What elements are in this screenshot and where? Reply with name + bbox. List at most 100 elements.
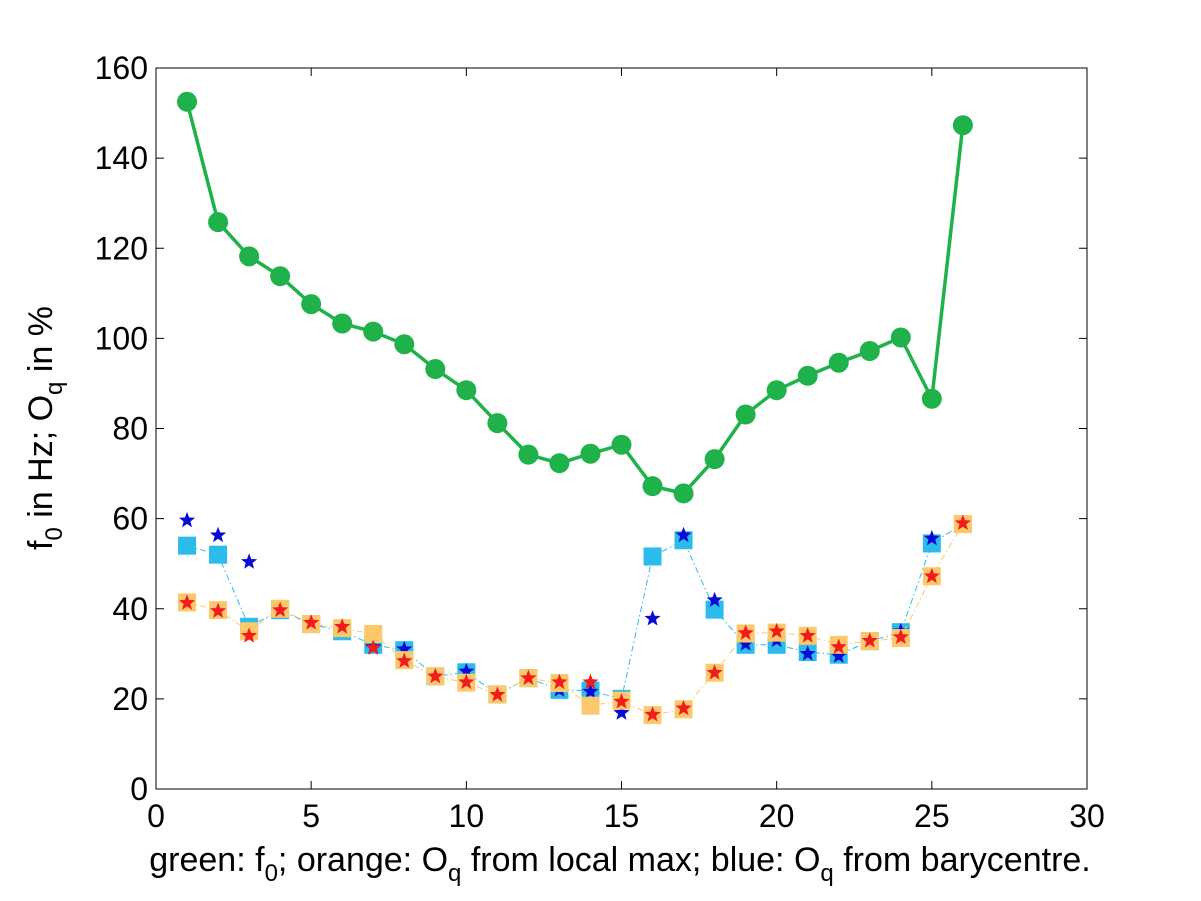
y-axis-title-subscript: 0 bbox=[41, 527, 68, 540]
x-axis-title-subscript: q bbox=[448, 860, 461, 887]
x-tick-label: 20 bbox=[759, 798, 795, 834]
data-point bbox=[177, 91, 198, 112]
y-tick-label: 140 bbox=[95, 140, 148, 176]
plot-area bbox=[155, 67, 1088, 790]
x-axis-title-subscript: q bbox=[820, 860, 833, 887]
data-point bbox=[737, 635, 754, 651]
data-point bbox=[706, 591, 723, 608]
data-point bbox=[705, 600, 724, 619]
data-point bbox=[241, 627, 258, 643]
data-point bbox=[456, 380, 477, 401]
data-point bbox=[239, 246, 260, 267]
x-tick-label: 25 bbox=[914, 798, 950, 834]
data-point bbox=[704, 449, 725, 470]
data-point bbox=[613, 704, 630, 720]
data-point bbox=[363, 321, 384, 342]
data-point bbox=[581, 696, 600, 715]
data-point bbox=[427, 667, 444, 684]
x-axis-title: green: f0; orange: Oq from local max; bl… bbox=[149, 841, 1091, 887]
data-point bbox=[706, 664, 723, 680]
data-point bbox=[890, 327, 911, 348]
data-point bbox=[861, 632, 878, 648]
data-point bbox=[675, 526, 692, 543]
x-axis-title-subscript: 0 bbox=[265, 860, 278, 887]
data-point bbox=[396, 652, 413, 668]
data-point bbox=[518, 444, 539, 465]
data-point bbox=[209, 545, 228, 564]
data-point bbox=[272, 601, 289, 617]
data-point bbox=[642, 476, 663, 497]
y-axis-title: f0 in Hz; Oq in % bbox=[22, 306, 68, 550]
y-tick-label: 100 bbox=[95, 320, 148, 356]
data-point bbox=[735, 404, 756, 425]
y-tick-label: 80 bbox=[112, 411, 148, 447]
data-point bbox=[830, 647, 847, 663]
data-point bbox=[209, 526, 227, 543]
x-axis-title-part: ; orange: O bbox=[278, 841, 448, 879]
y-axis-title-subscript: q bbox=[41, 382, 68, 395]
data-point bbox=[644, 706, 661, 722]
x-tick-label: 0 bbox=[147, 798, 165, 834]
data-point bbox=[892, 628, 909, 645]
y-axis-title-part: f bbox=[22, 540, 60, 550]
data-point bbox=[952, 115, 973, 136]
data-point bbox=[178, 511, 196, 528]
data-point bbox=[549, 453, 570, 474]
x-tick-label: 10 bbox=[449, 798, 485, 834]
data-point bbox=[365, 639, 382, 655]
y-tick-label: 60 bbox=[112, 501, 148, 537]
data-point bbox=[611, 434, 632, 455]
x-axis-title-part: green: f bbox=[149, 841, 265, 879]
data-point bbox=[828, 352, 849, 373]
data-point bbox=[396, 640, 413, 657]
data-point bbox=[489, 686, 506, 702]
data-point bbox=[673, 483, 694, 504]
data-point bbox=[241, 553, 258, 569]
data-point bbox=[209, 602, 227, 618]
data-point bbox=[458, 673, 475, 690]
data-point bbox=[923, 529, 940, 546]
y-axis-title-part: in Hz; O bbox=[22, 395, 60, 527]
data-point bbox=[301, 294, 322, 315]
data-point bbox=[551, 673, 568, 690]
data-point bbox=[178, 536, 197, 555]
data-point bbox=[208, 212, 229, 233]
data-point bbox=[458, 662, 475, 679]
data-point bbox=[859, 340, 880, 361]
x-axis-title-part: from local max; blue: O bbox=[461, 841, 820, 879]
x-tick-label: 30 bbox=[1069, 798, 1105, 834]
data-point bbox=[954, 514, 971, 531]
data-point bbox=[332, 313, 353, 334]
axis-ticks: 0 5 10 15 20 25 30 0 20 40 60 80 100 120 140 160 bbox=[95, 50, 1105, 834]
data-point bbox=[643, 547, 662, 566]
y-tick-label: 120 bbox=[95, 230, 148, 266]
y-tick-label: 20 bbox=[112, 681, 148, 717]
data-point bbox=[425, 359, 446, 380]
data-point bbox=[394, 334, 415, 355]
data-point bbox=[674, 531, 693, 550]
data-point bbox=[520, 669, 537, 686]
series-layer bbox=[177, 91, 973, 725]
series-0 bbox=[177, 91, 973, 504]
data-point bbox=[737, 624, 754, 640]
data-point bbox=[580, 443, 601, 464]
data-point bbox=[923, 567, 940, 584]
y-axis-title-part: in % bbox=[22, 306, 60, 382]
x-axis-title-part: from barycentre. bbox=[834, 841, 1091, 879]
data-point bbox=[830, 638, 847, 654]
data-point bbox=[768, 622, 785, 639]
data-point bbox=[797, 365, 818, 386]
data-point bbox=[303, 614, 320, 630]
data-point bbox=[921, 388, 942, 409]
data-point bbox=[675, 699, 692, 716]
data-point bbox=[922, 534, 941, 553]
data-point bbox=[364, 624, 383, 643]
series-4 bbox=[178, 514, 971, 722]
data-point bbox=[799, 627, 816, 643]
y-tick-label: 40 bbox=[112, 591, 148, 627]
data-point bbox=[644, 610, 661, 626]
data-point bbox=[582, 683, 599, 699]
y-tick-label: 0 bbox=[130, 771, 148, 807]
x-tick-label: 5 bbox=[302, 798, 320, 834]
